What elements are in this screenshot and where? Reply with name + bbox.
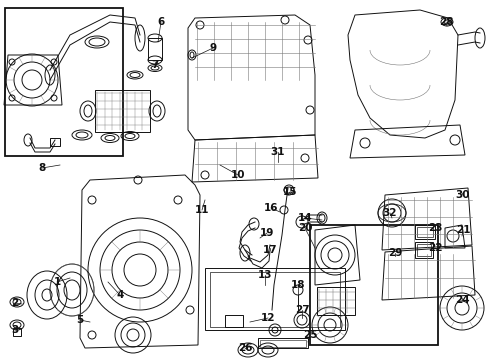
Bar: [416, 227, 432, 237]
Text: 8: 8: [38, 163, 45, 173]
Text: 2: 2: [11, 298, 19, 308]
Text: 16: 16: [263, 203, 278, 213]
Text: 26: 26: [237, 343, 252, 353]
Text: 22: 22: [427, 243, 441, 253]
Text: 9: 9: [209, 43, 216, 53]
Bar: [95, 90, 150, 132]
Text: 31: 31: [270, 147, 285, 157]
Bar: [209, 272, 339, 327]
Text: 30: 30: [455, 190, 469, 200]
Text: 17: 17: [262, 245, 277, 255]
Text: 1: 1: [53, 277, 61, 287]
Text: 24: 24: [454, 295, 468, 305]
Bar: [316, 287, 354, 315]
Text: 4: 4: [116, 290, 123, 300]
Bar: [5, 8, 123, 156]
Bar: [148, 38, 162, 60]
Text: 27: 27: [294, 305, 309, 315]
Text: 28: 28: [438, 17, 452, 27]
Bar: [416, 244, 430, 256]
Bar: [204, 268, 345, 330]
Text: 21: 21: [455, 225, 469, 235]
Text: 10: 10: [230, 170, 245, 180]
Bar: [260, 340, 305, 347]
Bar: [414, 242, 432, 258]
Text: 19: 19: [259, 228, 274, 238]
Text: 13: 13: [257, 270, 272, 280]
Bar: [414, 225, 434, 239]
Text: 18: 18: [290, 280, 305, 290]
Bar: [224, 315, 243, 327]
Text: 23: 23: [427, 223, 441, 233]
Text: 32: 32: [382, 208, 396, 218]
Text: 7: 7: [151, 60, 159, 70]
Text: 20: 20: [297, 223, 312, 233]
Bar: [50, 138, 60, 146]
Text: 11: 11: [194, 205, 209, 215]
Text: 12: 12: [260, 313, 275, 323]
Text: 6: 6: [157, 17, 164, 27]
Text: 25: 25: [302, 330, 317, 340]
Text: 14: 14: [297, 213, 312, 223]
Bar: [13, 328, 21, 336]
Text: 15: 15: [282, 187, 297, 197]
Bar: [309, 225, 437, 345]
Text: 29: 29: [387, 248, 401, 258]
Text: 3: 3: [11, 325, 19, 335]
Bar: [258, 338, 307, 348]
Text: 5: 5: [76, 315, 83, 325]
